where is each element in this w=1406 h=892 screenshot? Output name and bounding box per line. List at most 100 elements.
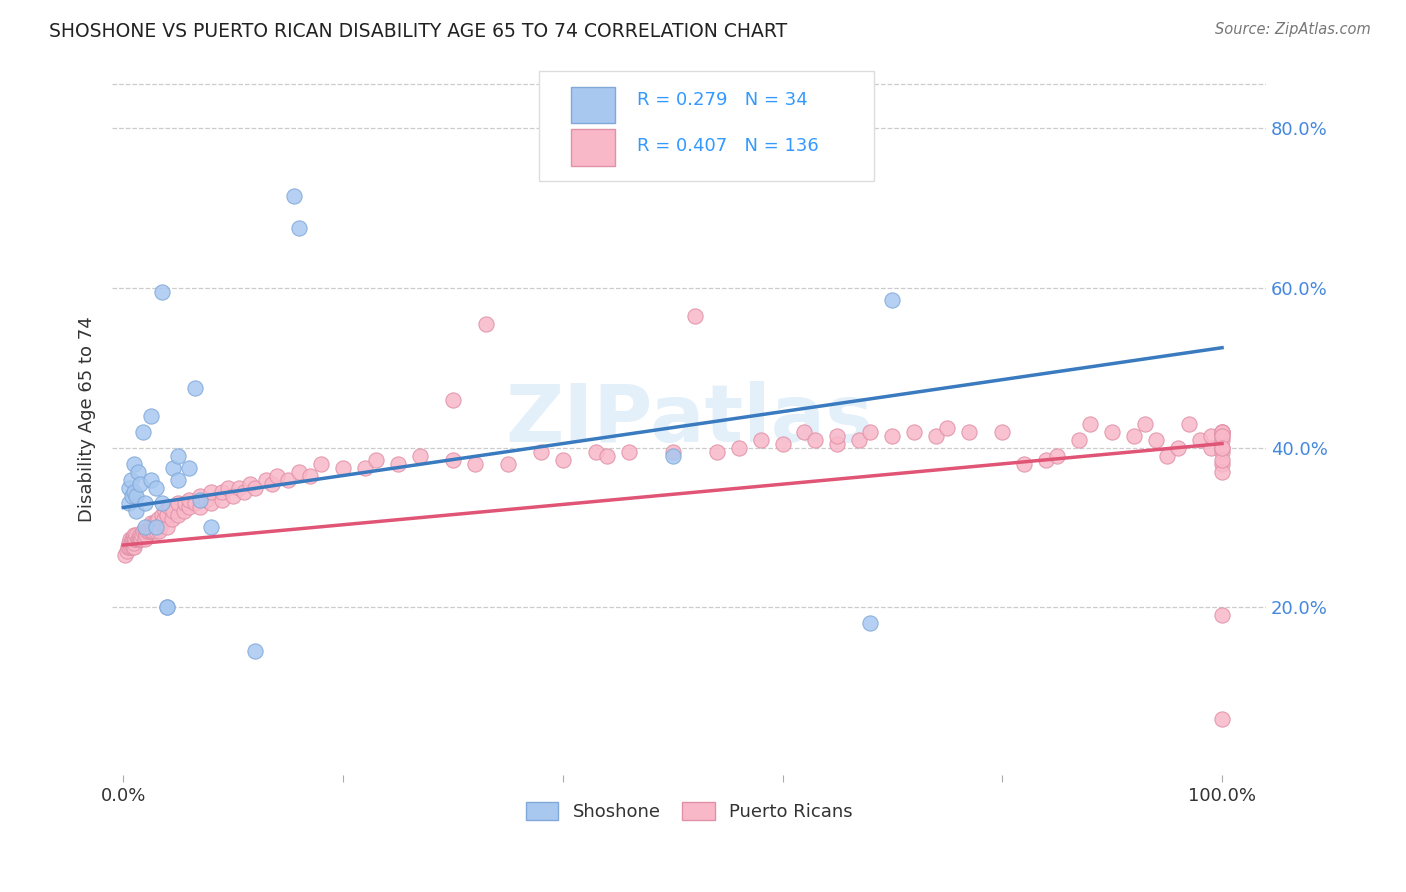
Point xyxy=(139,409,162,423)
Point xyxy=(117,541,139,555)
Point xyxy=(464,457,486,471)
Point xyxy=(364,452,387,467)
Point xyxy=(146,520,169,534)
Point xyxy=(1211,465,1233,479)
Point xyxy=(128,533,150,547)
Point xyxy=(233,484,256,499)
Point xyxy=(122,457,145,471)
Point xyxy=(125,528,148,542)
Point xyxy=(179,492,201,507)
Point xyxy=(145,520,167,534)
Point xyxy=(1211,441,1233,455)
Point xyxy=(1199,441,1222,455)
Text: Source: ZipAtlas.com: Source: ZipAtlas.com xyxy=(1215,22,1371,37)
Point xyxy=(309,457,332,471)
Point xyxy=(129,533,152,547)
Point xyxy=(125,489,148,503)
Point xyxy=(122,541,145,555)
Point xyxy=(288,465,311,479)
Point xyxy=(387,457,409,471)
Point xyxy=(128,476,150,491)
Point xyxy=(551,452,574,467)
Point xyxy=(118,533,141,547)
Point xyxy=(475,317,498,331)
Point xyxy=(148,512,170,526)
Point xyxy=(150,496,173,510)
Point xyxy=(1211,712,1233,726)
Point xyxy=(183,381,205,395)
Point xyxy=(134,533,156,547)
Point xyxy=(1199,428,1222,442)
Point xyxy=(1035,452,1057,467)
Point xyxy=(134,524,156,539)
Point xyxy=(120,541,142,555)
Point xyxy=(167,473,190,487)
Point xyxy=(827,436,849,450)
Point xyxy=(122,533,145,547)
Point xyxy=(167,449,190,463)
Point xyxy=(211,484,233,499)
Point xyxy=(120,473,142,487)
Point xyxy=(156,520,179,534)
Point xyxy=(1123,428,1146,442)
Point xyxy=(139,524,162,539)
Point xyxy=(1211,457,1233,471)
Point xyxy=(118,496,141,510)
Point xyxy=(925,428,948,442)
FancyBboxPatch shape xyxy=(571,87,616,123)
Point xyxy=(409,449,432,463)
Point xyxy=(596,449,619,463)
Point xyxy=(135,528,157,542)
Point xyxy=(167,496,190,510)
Point xyxy=(859,616,882,631)
Point xyxy=(194,492,217,507)
Point xyxy=(277,473,299,487)
Point xyxy=(332,460,354,475)
Point xyxy=(118,481,141,495)
Point xyxy=(157,500,180,515)
Point xyxy=(530,444,553,458)
FancyBboxPatch shape xyxy=(538,71,873,181)
Point xyxy=(160,512,183,526)
Point xyxy=(122,536,145,550)
Point xyxy=(142,524,165,539)
Point xyxy=(145,481,167,495)
Point xyxy=(150,516,173,531)
Point xyxy=(122,541,145,555)
Point xyxy=(188,500,211,515)
Point xyxy=(183,496,205,510)
Point xyxy=(957,425,980,439)
Point xyxy=(162,504,184,518)
Point xyxy=(228,481,250,495)
Point xyxy=(585,444,607,458)
Point xyxy=(239,476,262,491)
Point xyxy=(1189,433,1212,447)
Y-axis label: Disability Age 65 to 74: Disability Age 65 to 74 xyxy=(79,317,96,523)
Point xyxy=(127,533,149,547)
Point xyxy=(1167,441,1189,455)
Point xyxy=(243,481,266,495)
Point xyxy=(162,460,184,475)
Point xyxy=(136,524,159,539)
Point xyxy=(243,644,266,658)
Point xyxy=(156,600,179,615)
Point xyxy=(1078,417,1101,431)
Point xyxy=(1211,444,1233,458)
Point xyxy=(1069,433,1091,447)
Text: SHOSHONE VS PUERTO RICAN DISABILITY AGE 65 TO 74 CORRELATION CHART: SHOSHONE VS PUERTO RICAN DISABILITY AGE … xyxy=(49,22,787,41)
Point xyxy=(727,441,749,455)
Point xyxy=(1211,428,1233,442)
Point xyxy=(188,489,211,503)
Point xyxy=(132,524,155,539)
Text: R = 0.279   N = 34: R = 0.279 N = 34 xyxy=(637,91,808,110)
Point xyxy=(882,428,904,442)
Point xyxy=(122,533,145,547)
Point xyxy=(936,420,959,434)
Point xyxy=(118,541,141,555)
Point xyxy=(804,433,827,447)
Point xyxy=(114,549,136,563)
Point xyxy=(138,524,160,539)
Point xyxy=(1211,452,1233,467)
Point xyxy=(1144,433,1167,447)
Point xyxy=(134,520,156,534)
